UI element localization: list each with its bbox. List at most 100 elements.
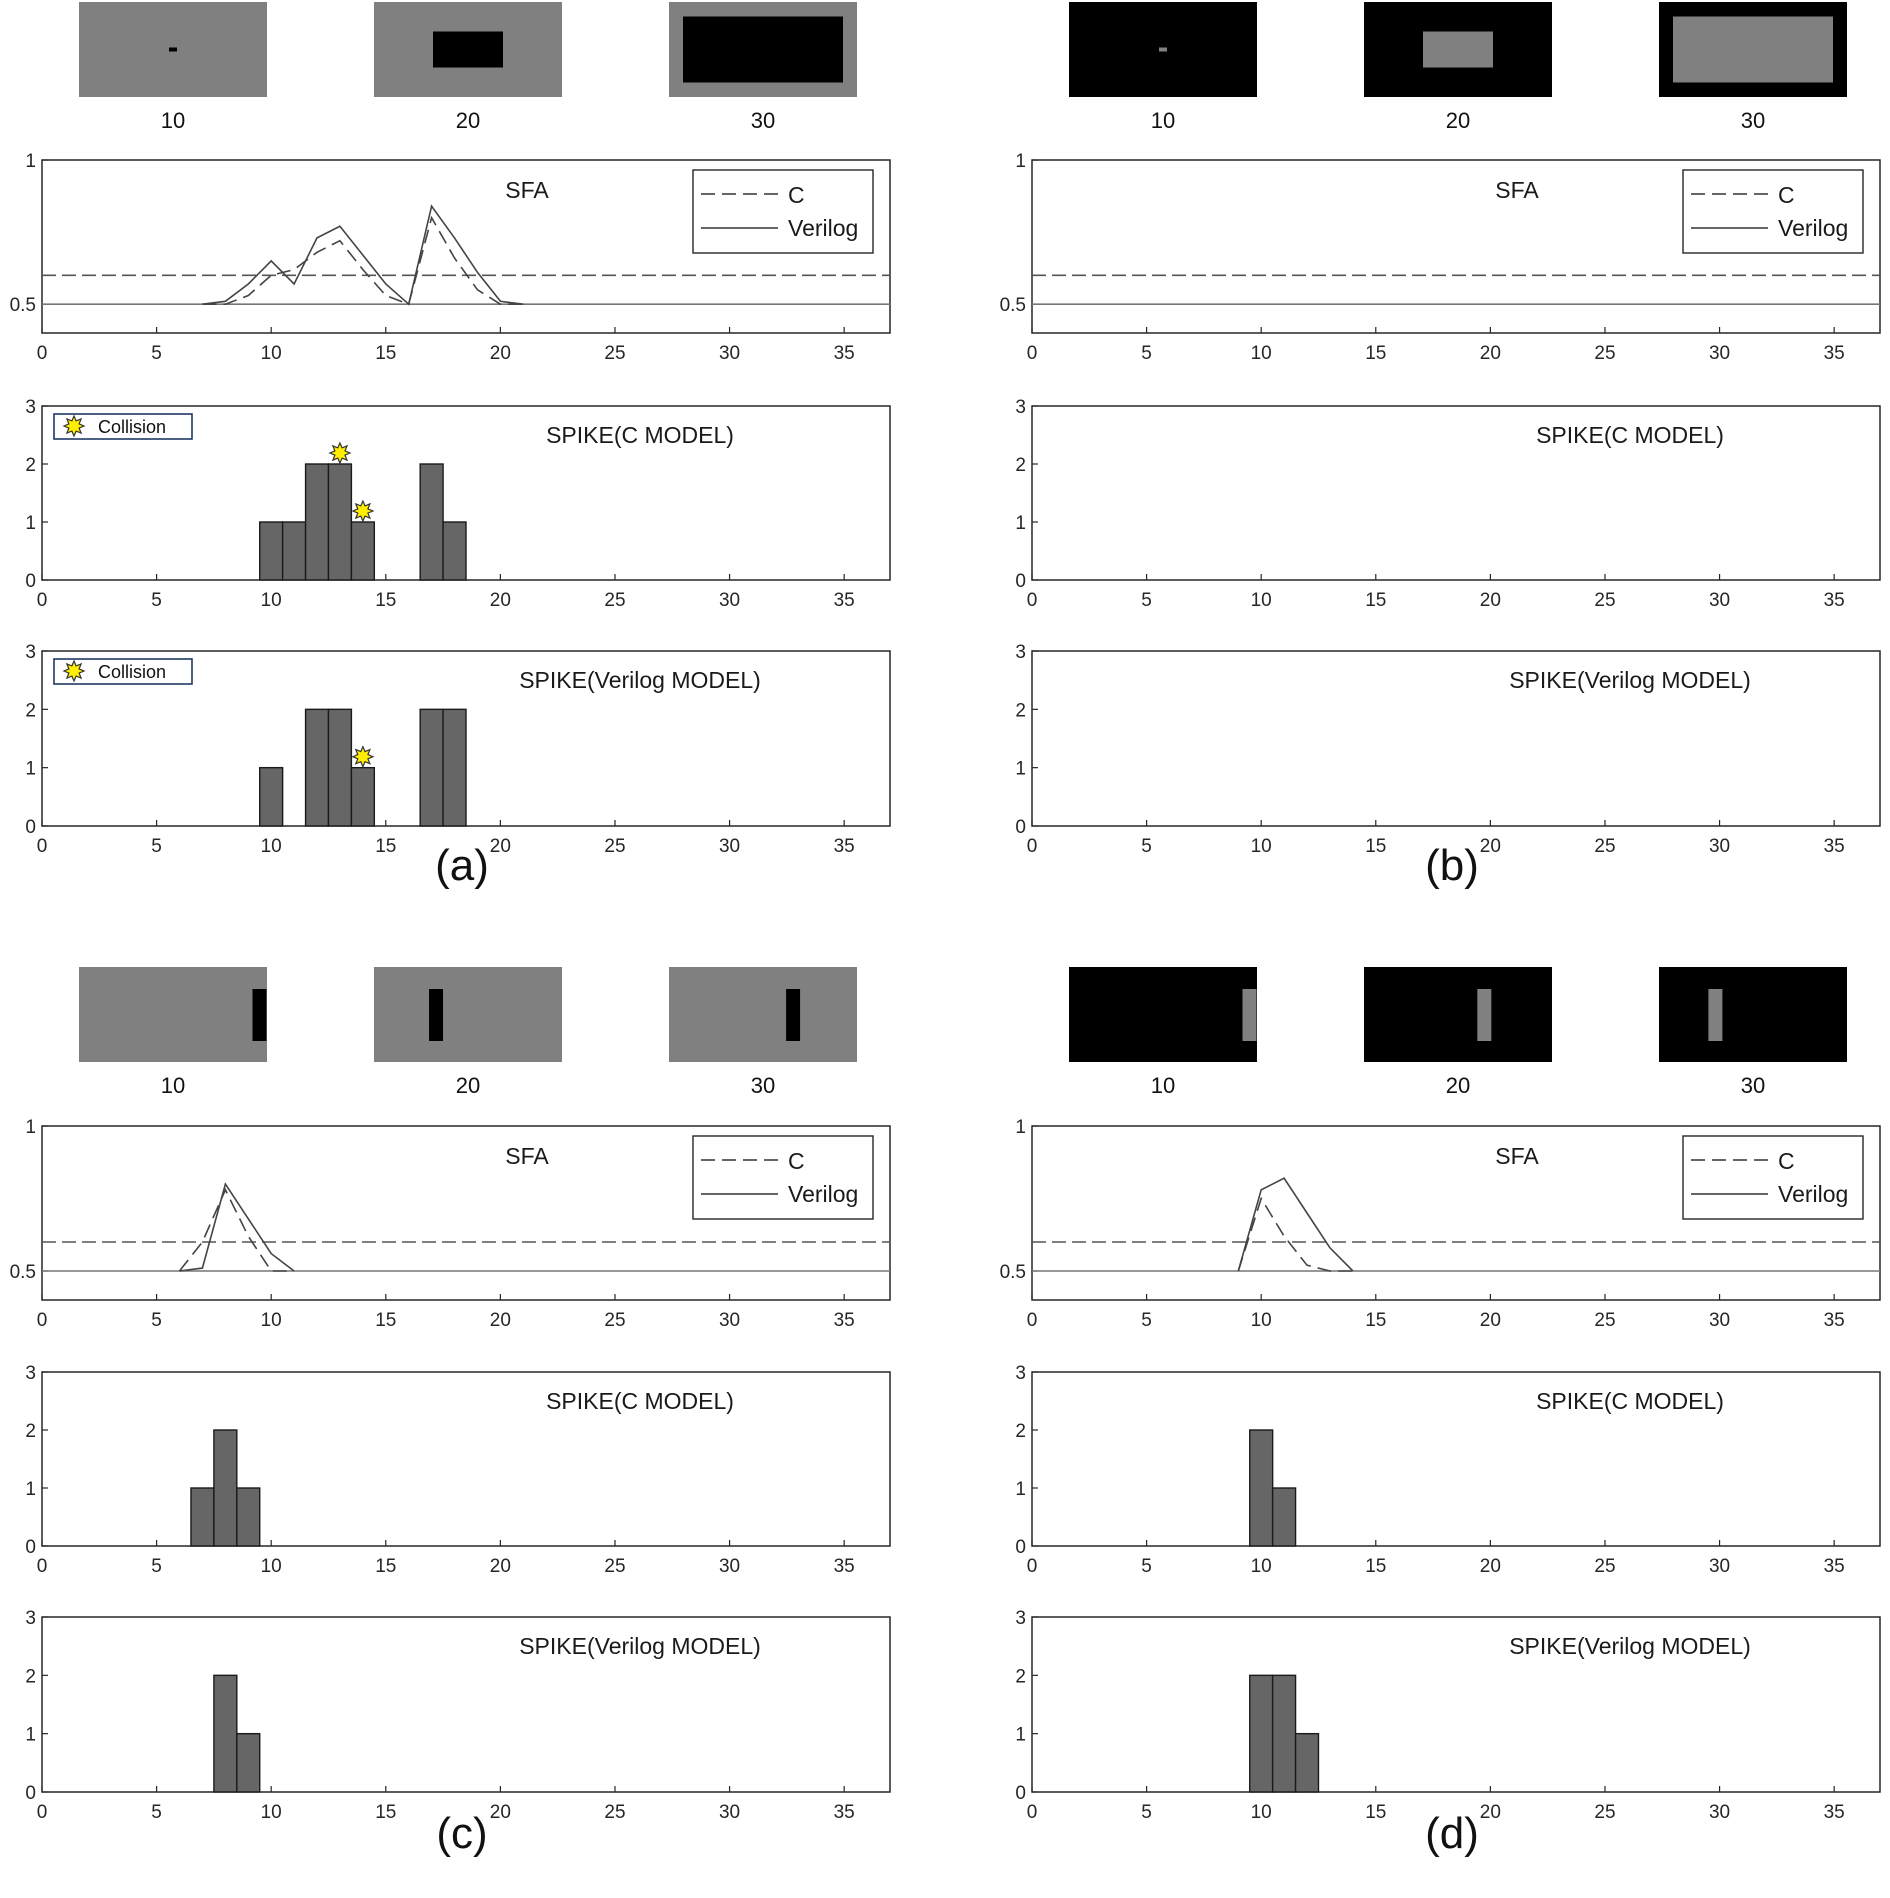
chart_data-6-xtick-label: 10 <box>261 1310 282 1331</box>
chart_data-9-xtick-label: 35 <box>1824 1310 1845 1331</box>
chart_data-5-ytick-label: 0 <box>1015 817 1026 838</box>
legend-box <box>692 1135 874 1220</box>
chart_data-10-xtick-label: 35 <box>1824 1556 1845 1577</box>
frame-object <box>1708 989 1723 1041</box>
spike-bar <box>259 766 284 827</box>
chart_data-6-ytick-label: 0.5 <box>10 1262 36 1283</box>
spike-title: SPIKE(Verilog MODEL) <box>1509 667 1751 693</box>
chart_data-3-xtick-label: 0 <box>1027 343 1038 364</box>
sfa-title: SFA <box>1495 177 1539 203</box>
chart_data-2-xtick-label: 10 <box>261 836 282 857</box>
chart_data-4-axes-box <box>1031 405 1881 581</box>
spike-bar <box>213 1674 238 1793</box>
chart_data-1-xtick-label: 15 <box>375 590 396 611</box>
chart_data-10-xtick-label: 25 <box>1594 1556 1615 1577</box>
legend-label-c: C <box>1778 1148 1795 1174</box>
chart_data-1-ytick-label: 0 <box>25 571 36 592</box>
collision-legend-label: Collision <box>98 662 166 682</box>
chart_data-4-ytick-label: 2 <box>1015 455 1026 476</box>
spike-verilog-plot: 0 5 10 15 20 25 30 35 0 1 2 3 SPIKE(Verilog MODEL) <box>25 1608 891 1823</box>
frame-object <box>683 16 843 83</box>
chart_data-8-axes-box <box>41 1616 891 1793</box>
chart_data-4-ytick-label: 3 <box>1015 397 1026 418</box>
series-line-c <box>178 1187 295 1272</box>
chart_data-5-xtick-label: 5 <box>1141 836 1152 857</box>
frame-label: 30 <box>751 108 775 133</box>
frame-label: 20 <box>456 108 480 133</box>
frame-object <box>252 989 267 1041</box>
chart_data-9-ytick-label: 0.5 <box>1000 1262 1026 1283</box>
collision-legend-star <box>62 659 86 683</box>
chart_data-9-xtick-label: 10 <box>1251 1310 1272 1331</box>
spike-bar <box>236 1487 261 1547</box>
legend: C Verilog <box>692 1135 874 1220</box>
chart_data-9-xtick-label: 0 <box>1027 1310 1038 1331</box>
chart_data-1-xtick-label: 35 <box>834 590 855 611</box>
chart_data-9-xtick-label: 15 <box>1365 1310 1386 1331</box>
spike-bar <box>327 463 353 581</box>
chart_data-7-axes-box <box>41 1371 891 1547</box>
chart_data-0-ytick-label: 1 <box>25 151 36 172</box>
chart_data-7-ytick-label: 3 <box>25 1363 36 1384</box>
chart_data-5-xtick-label: 0 <box>1027 836 1038 857</box>
chart_data-5-xtick-label: 10 <box>1251 836 1272 857</box>
chart_data-8-ytick-label: 3 <box>25 1608 36 1629</box>
legend-label-c: C <box>788 1148 805 1174</box>
series-line-verilog <box>202 204 524 306</box>
chart_data-7-ytick-label: 1 <box>25 1479 36 1500</box>
legend-label-verilog: Verilog <box>788 215 858 241</box>
collision-legend-label: Collision <box>98 417 166 437</box>
chart_data-11-ytick-label: 3 <box>1015 1608 1026 1629</box>
spike-bar <box>1271 1487 1297 1547</box>
chart_data-11-xtick-label: 10 <box>1251 1802 1272 1823</box>
spike-c-plot: 0 5 10 15 20 25 30 35 0 1 2 3 SPIKE(C MODEL) <box>1015 1363 1881 1577</box>
stimulus-frame: 20 <box>374 967 562 1098</box>
chart_data-2-xtick-label: 25 <box>604 836 625 857</box>
frame-label: 10 <box>161 108 185 133</box>
chart_data-6-xtick-label: 25 <box>604 1310 625 1331</box>
chart_data-10-ytick-label: 2 <box>1015 1421 1026 1442</box>
chart_data-3-ytick-label: 0.5 <box>1000 295 1026 316</box>
legend-label-c: C <box>1778 182 1795 208</box>
chart_data-10-xtick-label: 30 <box>1709 1556 1730 1577</box>
legend-box <box>692 169 874 254</box>
legend-label-verilog: Verilog <box>1778 1181 1848 1207</box>
frame-object <box>429 989 444 1041</box>
chart_data-11-xtick-label: 15 <box>1365 1802 1386 1823</box>
chart_data-7-xtick-label: 25 <box>604 1556 625 1577</box>
chart_data-9-ytick-label: 1 <box>1015 1117 1026 1138</box>
spike-title: SPIKE(Verilog MODEL) <box>1509 1633 1751 1659</box>
spike-bar <box>213 1429 238 1547</box>
chart_data-4-xtick-label: 10 <box>1251 590 1272 611</box>
legend-label-verilog: Verilog <box>788 1181 858 1207</box>
spike-bar <box>1271 1674 1297 1793</box>
sfa-plot: 0 5 10 15 20 25 30 35 0.5 1 SFA C Verilog <box>1000 1117 1881 1331</box>
panel-label: (a) <box>435 841 489 890</box>
chart_data-6-xtick-label: 35 <box>834 1310 855 1331</box>
chart_data-6-ytick-label: 1 <box>25 1117 36 1138</box>
chart_data-2-xtick-label: 30 <box>719 836 740 857</box>
series-line-verilog <box>1237 1177 1354 1272</box>
chart_data-4-xtick-label: 25 <box>1594 590 1615 611</box>
chart_data-7-ytick-label: 2 <box>25 1421 36 1442</box>
chart_data-8-xtick-label: 5 <box>151 1802 162 1823</box>
chart_data-5-xtick-label: 15 <box>1365 836 1386 857</box>
chart_data-4-xtick-label: 35 <box>1824 590 1845 611</box>
series-line-c <box>1237 1196 1353 1272</box>
chart_data-10-xtick-label: 5 <box>1141 1556 1152 1577</box>
frame-object <box>786 989 801 1041</box>
panel-label: (b) <box>1425 841 1479 890</box>
chart_data-8-xtick-label: 30 <box>719 1802 740 1823</box>
chart_data-5-axes-box <box>1031 650 1881 827</box>
spike-bar <box>442 708 467 827</box>
chart_data-1-xtick-label: 30 <box>719 590 740 611</box>
collision-star <box>328 441 352 465</box>
chart_data-8-ytick-label: 2 <box>25 1666 36 1687</box>
chart_data-1-xtick-label: 20 <box>490 590 511 611</box>
chart_data-7-xtick-label: 35 <box>834 1556 855 1577</box>
chart_data-10-axes-box <box>1031 1371 1881 1547</box>
series-line-verilog <box>179 1182 295 1272</box>
